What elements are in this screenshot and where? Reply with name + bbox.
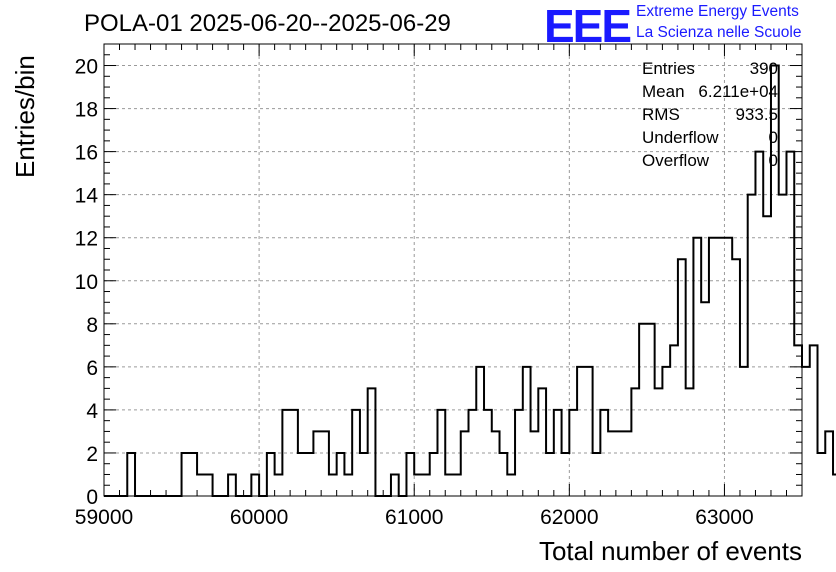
chart-title: POLA-01 2025-06-20--2025-06-29: [84, 10, 451, 37]
y-tick-label: 16: [75, 142, 98, 165]
y-tick-label: 14: [75, 185, 99, 208]
x-tick-label: 63000: [695, 506, 753, 529]
stat-label-rms: RMS: [642, 105, 680, 124]
y-tick-label: 12: [75, 228, 98, 251]
x-tick-label: 60000: [230, 506, 288, 529]
y-tick-label: 0: [86, 486, 98, 509]
y-tick-label: 6: [86, 357, 98, 380]
y-axis-label: Entries/bin: [10, 55, 40, 178]
stat-value-underflow: 0: [768, 128, 778, 147]
logo-line-2: La Scienza nelle Scuole: [636, 24, 802, 41]
histogram-series: [104, 64, 836, 497]
stat-label-entries: Entries: [642, 59, 695, 78]
stat-value-rms: 933.5: [735, 105, 778, 124]
y-tick-label: 10: [75, 271, 98, 294]
stat-value-overflow: 0: [768, 151, 778, 170]
stat-label-overflow: Overflow: [642, 151, 710, 170]
stat-value-mean: 6.211e+04: [698, 82, 778, 101]
stat-label-mean: Mean: [642, 82, 685, 101]
x-tick-label: 59000: [75, 506, 133, 529]
y-tick-label: 2: [86, 443, 98, 466]
stat-label-underflow: Underflow: [642, 128, 719, 147]
eee-logo: EEE: [544, 0, 632, 52]
y-tick-label: 8: [86, 314, 98, 337]
plot-frame: [103, 43, 803, 497]
stat-value-entries: 390: [749, 59, 778, 78]
x-axis-label: Total number of events: [538, 536, 802, 566]
logo-line-1: Extreme Energy Events: [636, 3, 799, 20]
x-tick-label: 61000: [385, 506, 443, 529]
y-tick-label: 4: [86, 400, 98, 423]
y-tick-label: 20: [75, 56, 98, 79]
y-tick-label: 18: [75, 99, 98, 122]
x-tick-label: 62000: [540, 506, 598, 529]
